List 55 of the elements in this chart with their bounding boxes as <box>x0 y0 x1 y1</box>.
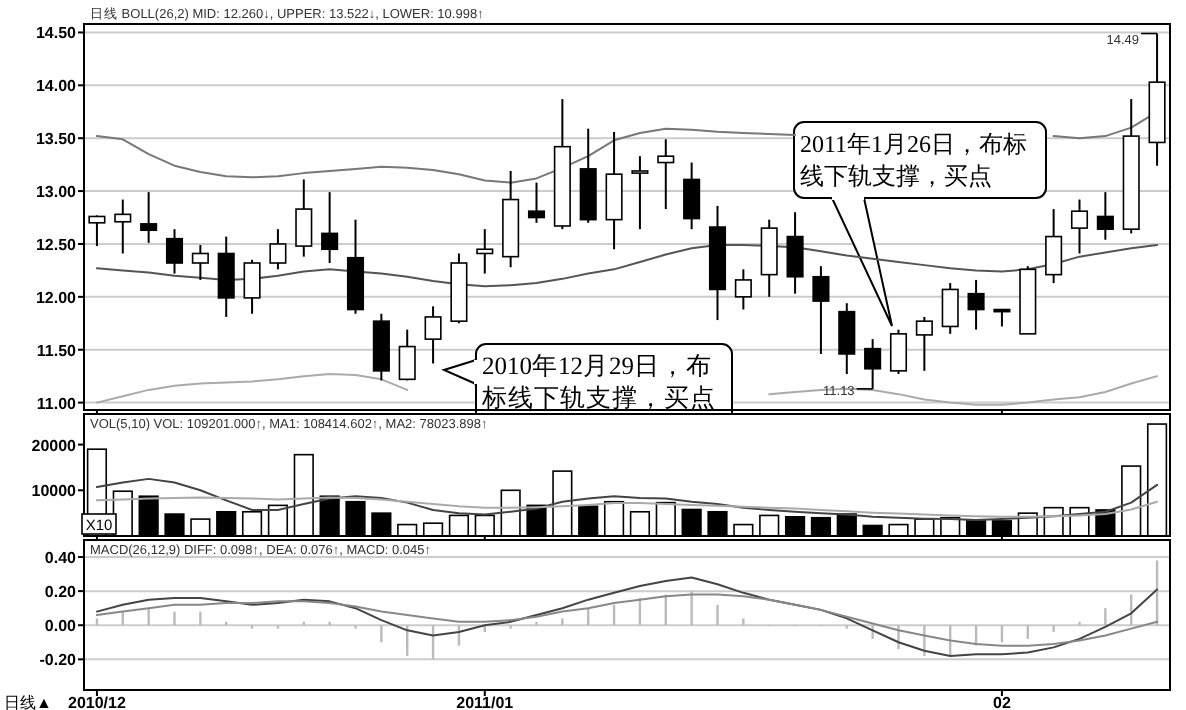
y-tick-label: 11.00 <box>36 394 78 413</box>
candlestick <box>760 218 778 298</box>
candlestick <box>527 181 546 224</box>
y-tick-label: 0.00 <box>44 617 78 636</box>
line-series <box>95 576 1159 657</box>
y-tick-label: 0.40 <box>44 549 78 568</box>
y-tick-label: 0.20 <box>44 583 78 602</box>
candlestick <box>165 228 184 275</box>
y-tick-label: 14.00 <box>35 77 78 96</box>
candlestick <box>838 302 856 376</box>
candlestick <box>631 155 649 231</box>
candlestick <box>140 191 158 244</box>
candlestick <box>243 258 261 315</box>
y-tick-label: 12.50 <box>35 235 78 254</box>
text: 日线▲ <box>4 694 52 710</box>
candlestick <box>217 235 235 318</box>
candlestick <box>476 228 494 275</box>
candlestick <box>915 315 933 372</box>
candlestick <box>398 328 416 382</box>
candlestick <box>889 328 908 376</box>
candlestick <box>1096 191 1114 241</box>
candlestick <box>967 278 985 331</box>
y-tick-label: 12.00 <box>35 288 78 307</box>
candlestick <box>1070 198 1089 255</box>
candlestick <box>812 265 830 355</box>
candlestick <box>114 198 132 255</box>
candlestick <box>1045 208 1063 285</box>
candlestick <box>657 138 675 211</box>
candlestick <box>295 178 313 258</box>
candlestick <box>191 244 209 281</box>
y-tick-label: -0.20 <box>39 651 78 670</box>
candlestick <box>734 268 752 311</box>
y-tick-label: 13.50 <box>35 130 78 149</box>
candlestick <box>683 161 701 231</box>
candlestick <box>941 282 959 335</box>
candlestick <box>864 338 882 390</box>
x-tick-label: 02 <box>993 694 1012 710</box>
candlestick <box>321 191 339 264</box>
candlestick <box>424 305 442 365</box>
line-series <box>95 477 1159 521</box>
x-tick-label: 2011/01 <box>456 694 515 710</box>
annotation: 2011年1月26日，布标线下轨支撑，买点 <box>800 128 1030 192</box>
y-tick-label: 11.50 <box>36 341 78 360</box>
candlestick <box>88 214 106 248</box>
x-tick-label: 2010/12 <box>68 694 127 710</box>
candlestick <box>605 130 623 251</box>
line-series <box>95 496 1159 518</box>
y-tick-label: 13.00 <box>35 183 78 202</box>
candlestick <box>786 211 804 295</box>
line-series <box>95 593 1159 647</box>
y-tick-label: 10000 <box>31 482 78 501</box>
y-tick-label: 14.50 <box>35 24 78 43</box>
candlestick <box>269 228 287 271</box>
annotation: 2010年12月29日，布标线下轨支撑，买点 <box>482 350 718 414</box>
y-tick-label: 20000 <box>31 436 78 455</box>
